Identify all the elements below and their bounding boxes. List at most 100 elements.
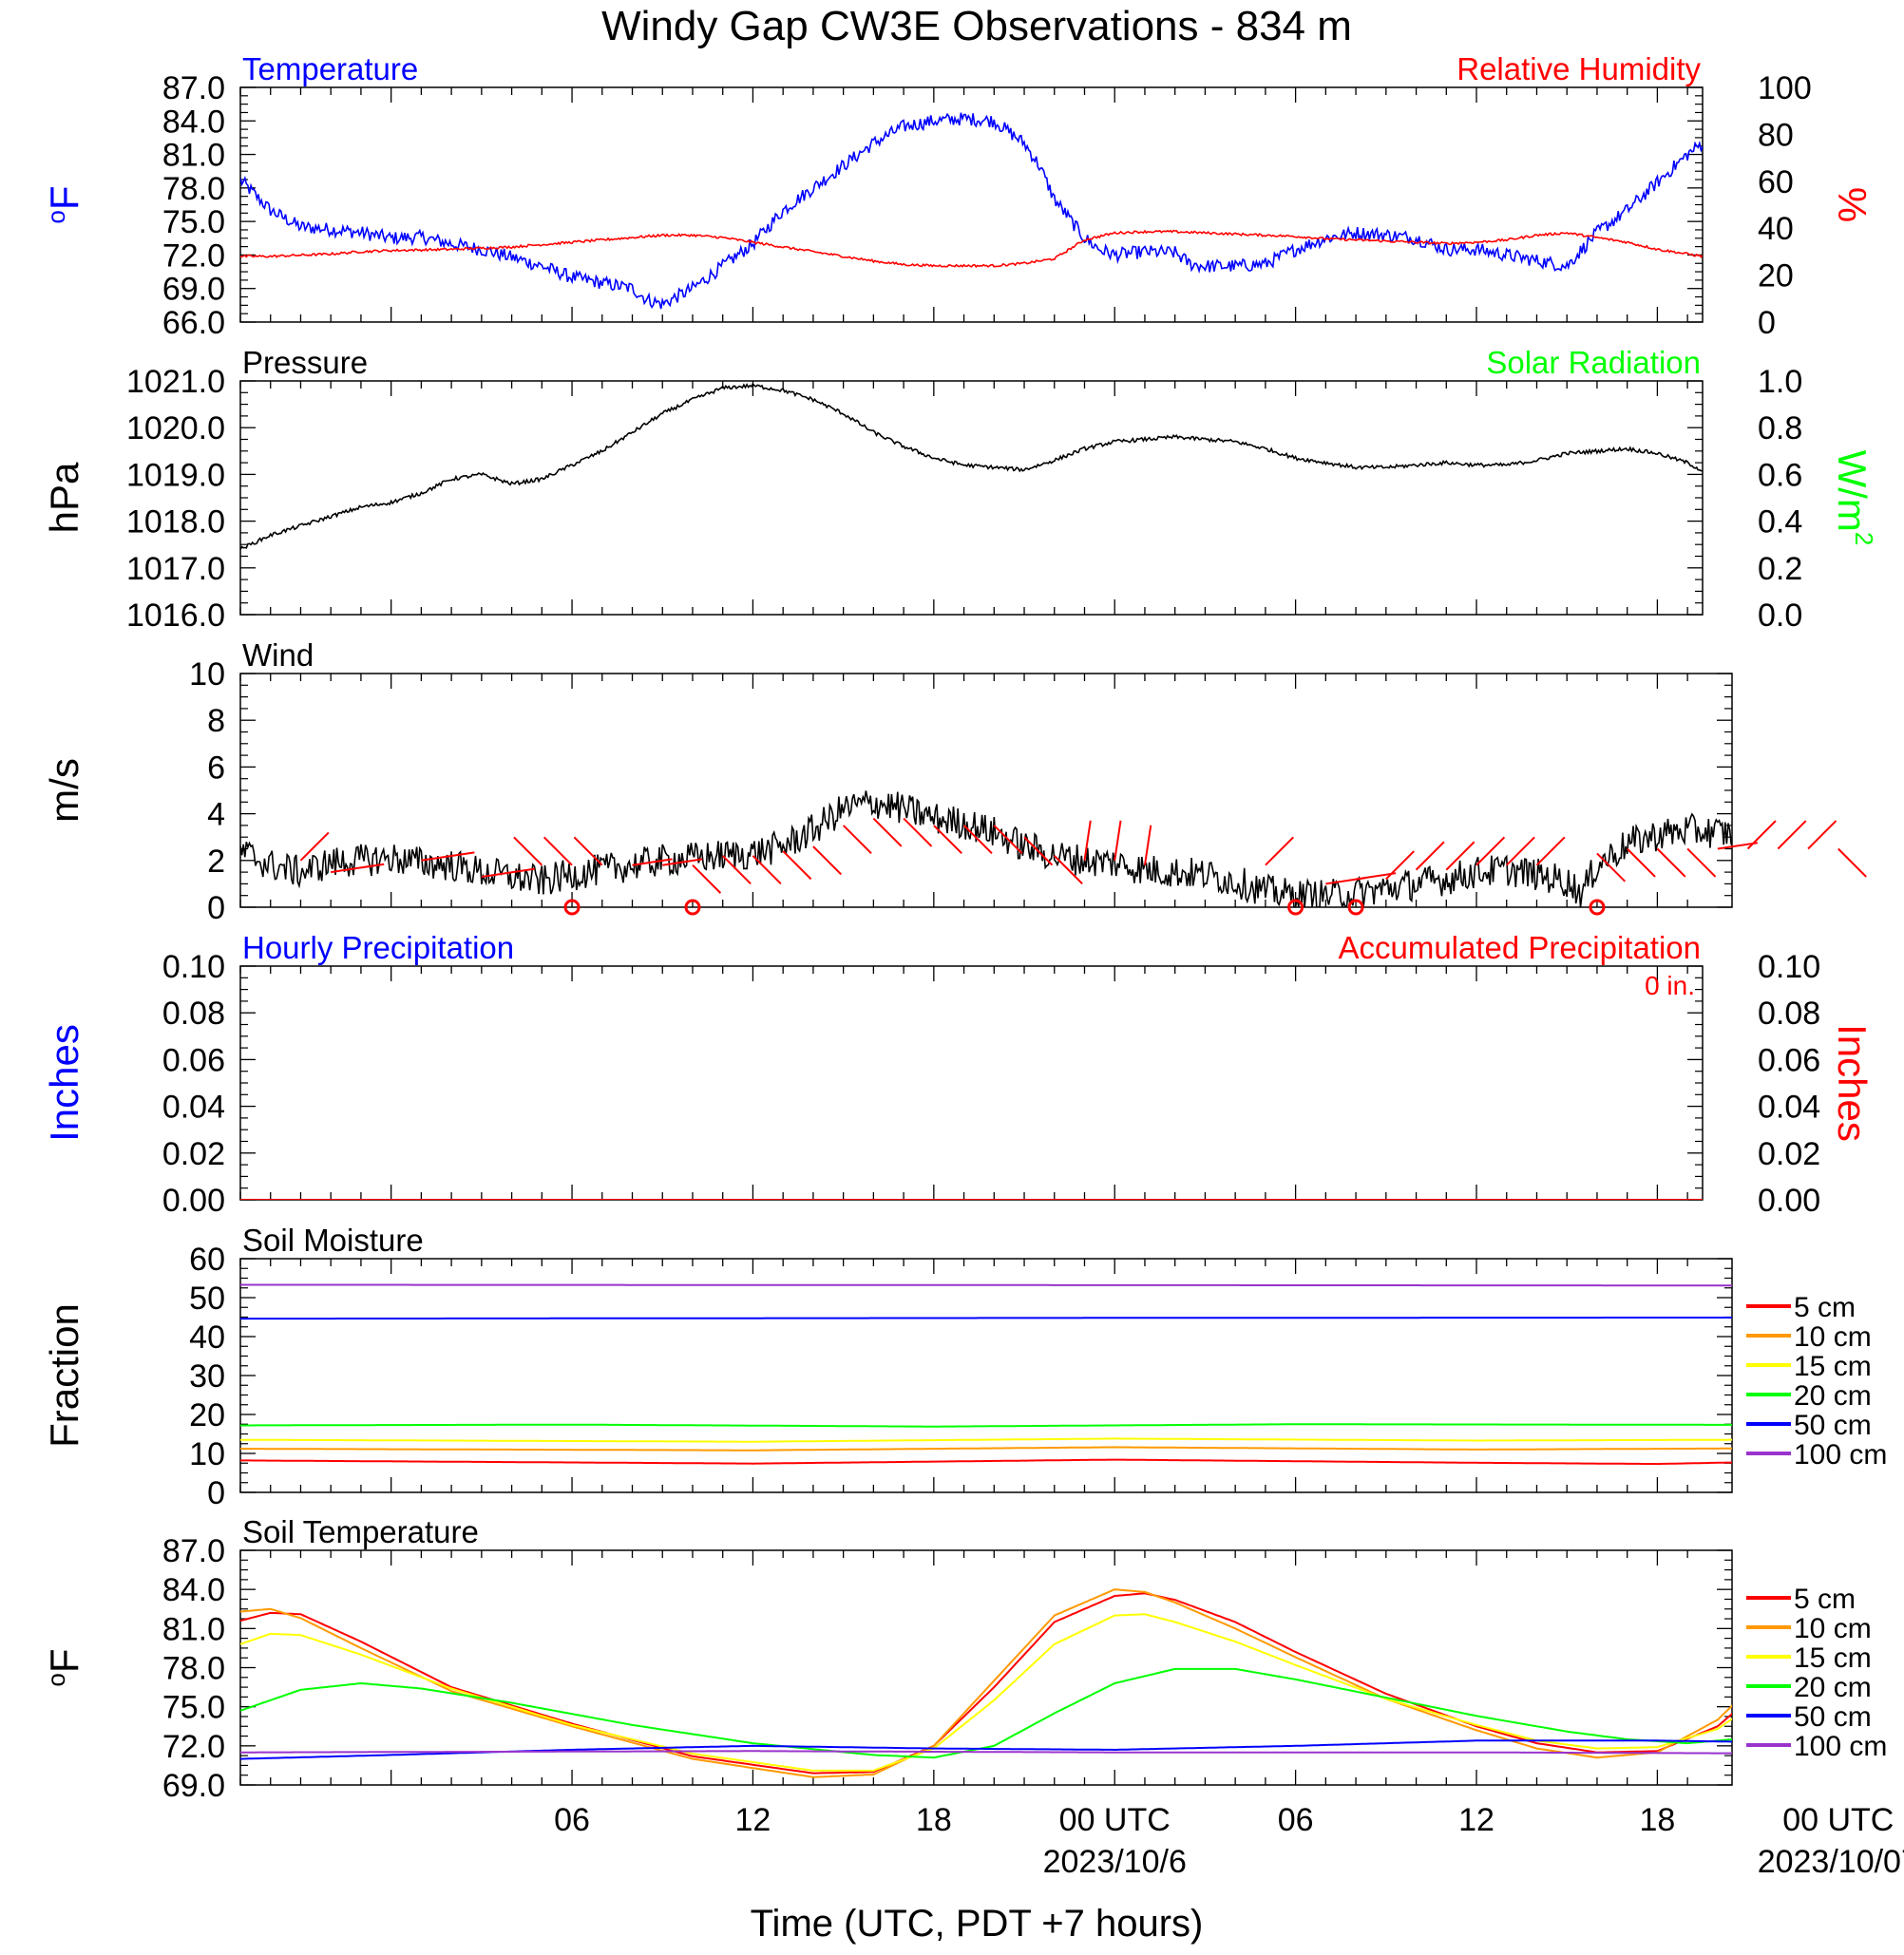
y-tick-label-left: 50: [189, 1281, 225, 1317]
y-tick-label-left: 69.0: [162, 1768, 225, 1804]
y-axis-label-left: oF: [42, 1648, 86, 1686]
wind-barb: [842, 825, 872, 855]
wind-barb: [692, 864, 722, 894]
wind-barb: [962, 825, 993, 855]
y-axis-label-left: hPa: [42, 462, 86, 533]
wind-barb: [1114, 820, 1122, 861]
wind-barb: [1506, 836, 1535, 866]
panel-precip: 0.00 0.02 0.04 0.06 0.08 0.10 0.00 0.02 0.04 0.06…: [42, 930, 1875, 1219]
panel-title-left: Soil Temperature: [242, 1514, 479, 1549]
y-tick-label-right: 0.10: [1758, 949, 1820, 985]
figure-title: Windy Gap CW3E Observations - 834 m: [601, 3, 1352, 49]
panel-title-left: Soil Moisture: [242, 1223, 424, 1258]
wind-barb: [933, 825, 962, 855]
y-axis-label-left: oF: [42, 185, 86, 223]
y-tick-label-left: 66.0: [162, 305, 225, 341]
y-tick-label-left: 87.0: [162, 1533, 225, 1569]
y-tick-label-right: 0.00: [1758, 1183, 1820, 1219]
y-tick-label-right: 0.6: [1758, 457, 1802, 493]
calm-wind-marker: [1347, 899, 1364, 916]
y-tick-label-left: 81.0: [162, 1611, 225, 1647]
panel-title-right: Accumulated Precipitation: [1338, 930, 1701, 965]
y-tick-label-left: 0.02: [162, 1136, 225, 1172]
wind-barb: [632, 858, 673, 866]
y-tick-label-left: 8: [207, 703, 225, 739]
panel-pressure: 1016.0 1017.0 1018.0 1019.0 1020.0 1021.0 0.0 0…: [42, 345, 1878, 634]
series-line-5-cm: [240, 1592, 1732, 1775]
x-tick-label: 00 UTC: [1782, 1802, 1894, 1838]
degree-mark: o: [42, 210, 70, 223]
wind-barb: [1143, 825, 1152, 865]
unit-sup: 2: [1850, 532, 1878, 545]
series-line-15-cm: [240, 1613, 1732, 1772]
y-tick-label-right: 0.2: [1758, 551, 1802, 587]
wind-barb: [513, 836, 543, 866]
y-tick-label-left: 0.10: [162, 949, 225, 985]
y-tick-label-left: 1018.0: [126, 504, 225, 541]
y-tick-label-left: 75.0: [162, 1690, 225, 1726]
y-tick-label-right: 0.0: [1758, 598, 1802, 634]
y-tick-label-left: 60: [189, 1242, 225, 1278]
y-tick-label-right: 1.0: [1758, 364, 1802, 400]
y-tick-label-left: 1017.0: [126, 551, 225, 587]
y-tick-label-left: 10: [189, 1436, 225, 1472]
y-tick-label-right: 0.06: [1758, 1042, 1820, 1078]
legend-label: 15 cm: [1794, 1642, 1872, 1674]
x-tick-label: 00 UTC: [1059, 1802, 1171, 1838]
panel-title-left: Hourly Precipitation: [242, 930, 514, 965]
wind-barb: [331, 863, 385, 874]
panel-wind: 0 2 4 6 8 10 Wind m/s: [42, 637, 1867, 926]
y-tick-label-right: 40: [1758, 211, 1794, 247]
y-axis-label-left: m/s: [42, 758, 86, 823]
y-axis-label-right: %: [1830, 187, 1875, 222]
y-tick-label-left: 84.0: [162, 104, 225, 140]
series-line-100-cm: [240, 1750, 1732, 1755]
wind-barb: [782, 850, 812, 881]
y-tick-label-right: 80: [1758, 117, 1794, 153]
y-tick-label-right: 20: [1758, 258, 1794, 294]
panels: 66.069.072.075.078.081.084.087.002040608…: [42, 51, 1904, 1880]
y-tick-label-left: 30: [189, 1358, 225, 1395]
x-tick-label: 12: [1458, 1802, 1495, 1838]
legend-label: 10 cm: [1794, 1613, 1872, 1644]
legend-label: 15 cm: [1794, 1351, 1872, 1382]
unit: %: [1830, 187, 1875, 222]
series-line-50-cm: [240, 1317, 1732, 1320]
y-tick-label-right: 0: [1758, 305, 1776, 341]
panel-frame: [239, 1258, 1733, 1493]
y-tick-label-left: 2: [207, 844, 225, 880]
panel-title-left: Pressure: [242, 345, 368, 380]
y-tick-label-left: 6: [207, 750, 225, 786]
y-tick-label-left: 0: [207, 1475, 225, 1511]
y-tick-label-right: 0.8: [1758, 410, 1802, 446]
wind-barb: [1265, 836, 1294, 866]
series-line-15-cm: [240, 1437, 1732, 1443]
unit: W/m: [1830, 450, 1875, 532]
y-tick-label-right: 60: [1758, 164, 1794, 200]
legend-label: 5 cm: [1794, 1584, 1856, 1615]
y-tick-label-right: 100: [1758, 70, 1812, 106]
legend-label: 50 cm: [1794, 1701, 1872, 1733]
panel-title-left: Wind: [242, 637, 314, 673]
y-tick-label-left: 75.0: [162, 204, 225, 240]
wind-barb: [1626, 847, 1656, 878]
panel-soil_temp: 69.072.075.078.0 81.084.087.0 Soil Tempera…: [42, 1514, 1887, 1804]
y-tick-label-left: 0.00: [162, 1183, 225, 1219]
y-tick-label-left: 72.0: [162, 237, 225, 274]
panel-title-left: Temperature: [242, 51, 418, 86]
series-line-20-cm: [240, 1423, 1732, 1428]
y-tick-label-left: 10: [189, 656, 225, 693]
wind-barb: [299, 831, 330, 862]
x-tick-label: 18: [916, 1802, 952, 1838]
calm-wind-marker: [684, 899, 701, 916]
y-tick-label-left: 72.0: [162, 1729, 225, 1765]
wind-barb: [1023, 836, 1054, 866]
x-tick-label: 06: [554, 1802, 590, 1838]
y-tick-label-left: 78.0: [162, 1651, 225, 1687]
y-tick-label-left: 0.08: [162, 996, 225, 1032]
series-line-5-cm: [240, 1458, 1732, 1466]
panel-title-right: Relative Humidity: [1457, 51, 1701, 86]
y-tick-label-left: 20: [189, 1397, 225, 1433]
panel-temp_rh: 66.069.072.075.078.081.084.087.0 0 20 40 60 8…: [42, 51, 1875, 341]
